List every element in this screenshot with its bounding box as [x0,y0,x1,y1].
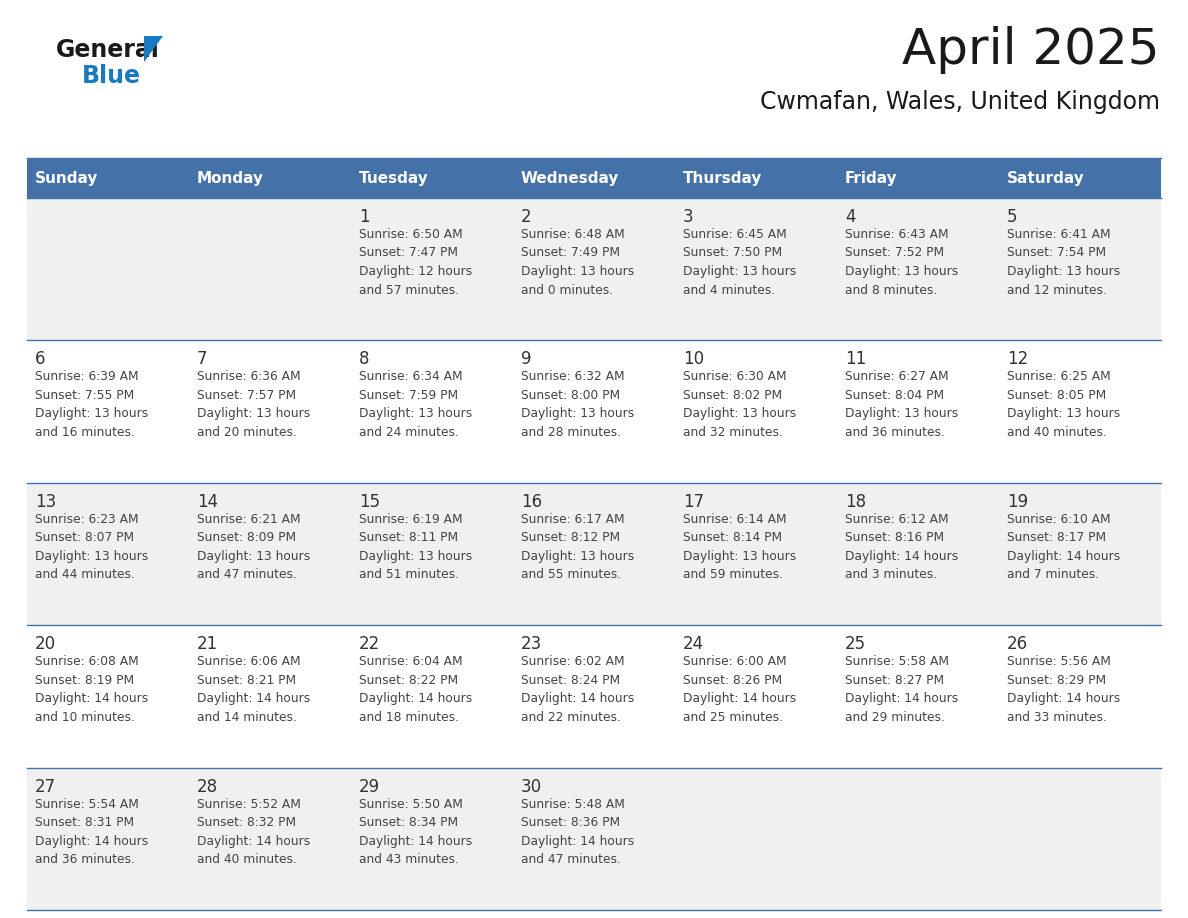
Bar [999,158,1161,198]
Text: 9: 9 [522,351,531,368]
Bar [27,341,1161,483]
Text: Sunrise: 6:14 AM
Sunset: 8:14 PM
Daylight: 13 hours
and 59 minutes.: Sunrise: 6:14 AM Sunset: 8:14 PM Dayligh… [683,513,796,581]
Text: Sunrise: 5:48 AM
Sunset: 8:36 PM
Daylight: 14 hours
and 47 minutes.: Sunrise: 5:48 AM Sunset: 8:36 PM Dayligh… [522,798,634,866]
Text: 8: 8 [359,351,369,368]
Text: 20: 20 [34,635,56,654]
Text: 4: 4 [845,208,855,226]
Text: Sunrise: 6:08 AM
Sunset: 8:19 PM
Daylight: 14 hours
and 10 minutes.: Sunrise: 6:08 AM Sunset: 8:19 PM Dayligh… [34,655,148,723]
Text: 12: 12 [1007,351,1029,368]
Text: Sunrise: 6:48 AM
Sunset: 7:49 PM
Daylight: 13 hours
and 0 minutes.: Sunrise: 6:48 AM Sunset: 7:49 PM Dayligh… [522,228,634,297]
Text: General: General [56,38,160,62]
Bar [27,158,189,198]
Text: Sunrise: 6:27 AM
Sunset: 8:04 PM
Daylight: 13 hours
and 36 minutes.: Sunrise: 6:27 AM Sunset: 8:04 PM Dayligh… [845,370,959,439]
Text: Tuesday: Tuesday [359,171,429,185]
Text: 16: 16 [522,493,542,510]
Text: Sunrise: 6:23 AM
Sunset: 8:07 PM
Daylight: 13 hours
and 44 minutes.: Sunrise: 6:23 AM Sunset: 8:07 PM Dayligh… [34,513,148,581]
Text: 28: 28 [197,778,219,796]
Text: Sunrise: 6:30 AM
Sunset: 8:02 PM
Daylight: 13 hours
and 32 minutes.: Sunrise: 6:30 AM Sunset: 8:02 PM Dayligh… [683,370,796,439]
Bar [27,483,1161,625]
Bar [27,198,1161,341]
Text: Sunrise: 6:12 AM
Sunset: 8:16 PM
Daylight: 14 hours
and 3 minutes.: Sunrise: 6:12 AM Sunset: 8:16 PM Dayligh… [845,513,959,581]
Bar [675,158,838,198]
Text: Sunrise: 6:36 AM
Sunset: 7:57 PM
Daylight: 13 hours
and 20 minutes.: Sunrise: 6:36 AM Sunset: 7:57 PM Dayligh… [197,370,310,439]
Text: Monday: Monday [197,171,264,185]
Text: 21: 21 [197,635,219,654]
Text: Cwmafan, Wales, United Kingdom: Cwmafan, Wales, United Kingdom [760,90,1159,114]
Text: Sunrise: 5:54 AM
Sunset: 8:31 PM
Daylight: 14 hours
and 36 minutes.: Sunrise: 5:54 AM Sunset: 8:31 PM Dayligh… [34,798,148,866]
Text: Sunrise: 6:04 AM
Sunset: 8:22 PM
Daylight: 14 hours
and 18 minutes.: Sunrise: 6:04 AM Sunset: 8:22 PM Dayligh… [359,655,473,723]
Text: Sunrise: 6:50 AM
Sunset: 7:47 PM
Daylight: 12 hours
and 57 minutes.: Sunrise: 6:50 AM Sunset: 7:47 PM Dayligh… [359,228,473,297]
Text: 5: 5 [1007,208,1017,226]
Text: Friday: Friday [845,171,898,185]
Text: 30: 30 [522,778,542,796]
Text: Sunrise: 5:50 AM
Sunset: 8:34 PM
Daylight: 14 hours
and 43 minutes.: Sunrise: 5:50 AM Sunset: 8:34 PM Dayligh… [359,798,473,866]
Text: 1: 1 [359,208,369,226]
Text: 13: 13 [34,493,56,510]
Text: 26: 26 [1007,635,1028,654]
Text: 6: 6 [34,351,45,368]
Text: 7: 7 [197,351,208,368]
Text: Saturday: Saturday [1007,171,1085,185]
Text: 27: 27 [34,778,56,796]
Bar [513,158,675,198]
Polygon shape [144,36,163,62]
Text: 25: 25 [845,635,866,654]
Text: Sunrise: 6:25 AM
Sunset: 8:05 PM
Daylight: 13 hours
and 40 minutes.: Sunrise: 6:25 AM Sunset: 8:05 PM Dayligh… [1007,370,1120,439]
Text: Blue: Blue [82,64,141,88]
Text: Sunrise: 6:19 AM
Sunset: 8:11 PM
Daylight: 13 hours
and 51 minutes.: Sunrise: 6:19 AM Sunset: 8:11 PM Dayligh… [359,513,473,581]
Text: Sunrise: 6:43 AM
Sunset: 7:52 PM
Daylight: 13 hours
and 8 minutes.: Sunrise: 6:43 AM Sunset: 7:52 PM Dayligh… [845,228,959,297]
Text: Sunrise: 6:10 AM
Sunset: 8:17 PM
Daylight: 14 hours
and 7 minutes.: Sunrise: 6:10 AM Sunset: 8:17 PM Dayligh… [1007,513,1120,581]
Text: Sunrise: 6:39 AM
Sunset: 7:55 PM
Daylight: 13 hours
and 16 minutes.: Sunrise: 6:39 AM Sunset: 7:55 PM Dayligh… [34,370,148,439]
Text: 29: 29 [359,778,380,796]
Text: Sunrise: 6:45 AM
Sunset: 7:50 PM
Daylight: 13 hours
and 4 minutes.: Sunrise: 6:45 AM Sunset: 7:50 PM Dayligh… [683,228,796,297]
Text: Wednesday: Wednesday [522,171,619,185]
Text: Sunrise: 6:34 AM
Sunset: 7:59 PM
Daylight: 13 hours
and 24 minutes.: Sunrise: 6:34 AM Sunset: 7:59 PM Dayligh… [359,370,473,439]
Text: 24: 24 [683,635,704,654]
Bar [27,625,1161,767]
Text: Sunrise: 6:21 AM
Sunset: 8:09 PM
Daylight: 13 hours
and 47 minutes.: Sunrise: 6:21 AM Sunset: 8:09 PM Dayligh… [197,513,310,581]
Bar [838,158,999,198]
Text: 10: 10 [683,351,704,368]
Text: Sunrise: 6:17 AM
Sunset: 8:12 PM
Daylight: 13 hours
and 55 minutes.: Sunrise: 6:17 AM Sunset: 8:12 PM Dayligh… [522,513,634,581]
Text: 2: 2 [522,208,531,226]
Text: 22: 22 [359,635,380,654]
Text: 15: 15 [359,493,380,510]
Text: 18: 18 [845,493,866,510]
Text: Sunrise: 5:56 AM
Sunset: 8:29 PM
Daylight: 14 hours
and 33 minutes.: Sunrise: 5:56 AM Sunset: 8:29 PM Dayligh… [1007,655,1120,723]
Text: Sunrise: 5:52 AM
Sunset: 8:32 PM
Daylight: 14 hours
and 40 minutes.: Sunrise: 5:52 AM Sunset: 8:32 PM Dayligh… [197,798,310,866]
Text: 11: 11 [845,351,866,368]
Text: Thursday: Thursday [683,171,763,185]
Text: 3: 3 [683,208,694,226]
Text: 17: 17 [683,493,704,510]
Text: 23: 23 [522,635,542,654]
Bar [189,158,350,198]
Text: Sunrise: 6:32 AM
Sunset: 8:00 PM
Daylight: 13 hours
and 28 minutes.: Sunrise: 6:32 AM Sunset: 8:00 PM Dayligh… [522,370,634,439]
Text: Sunrise: 6:02 AM
Sunset: 8:24 PM
Daylight: 14 hours
and 22 minutes.: Sunrise: 6:02 AM Sunset: 8:24 PM Dayligh… [522,655,634,723]
Bar [350,158,513,198]
Text: Sunrise: 6:41 AM
Sunset: 7:54 PM
Daylight: 13 hours
and 12 minutes.: Sunrise: 6:41 AM Sunset: 7:54 PM Dayligh… [1007,228,1120,297]
Bar [27,767,1161,910]
Text: Sunrise: 6:06 AM
Sunset: 8:21 PM
Daylight: 14 hours
and 14 minutes.: Sunrise: 6:06 AM Sunset: 8:21 PM Dayligh… [197,655,310,723]
Text: Sunday: Sunday [34,171,99,185]
Text: Sunrise: 5:58 AM
Sunset: 8:27 PM
Daylight: 14 hours
and 29 minutes.: Sunrise: 5:58 AM Sunset: 8:27 PM Dayligh… [845,655,959,723]
Text: 19: 19 [1007,493,1028,510]
Text: April 2025: April 2025 [903,26,1159,74]
Text: Sunrise: 6:00 AM
Sunset: 8:26 PM
Daylight: 14 hours
and 25 minutes.: Sunrise: 6:00 AM Sunset: 8:26 PM Dayligh… [683,655,796,723]
Text: 14: 14 [197,493,219,510]
